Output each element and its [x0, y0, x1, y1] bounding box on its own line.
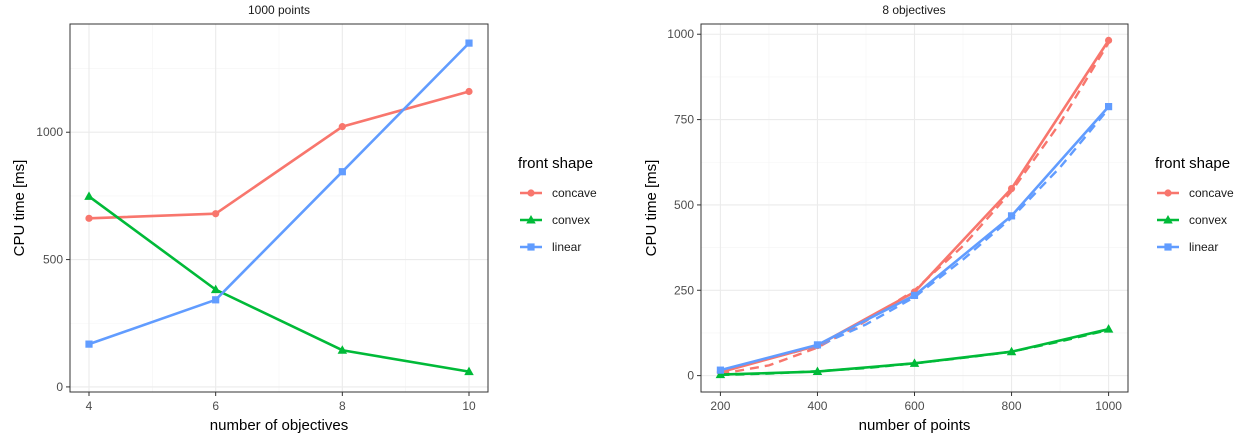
y-tick-label: 1000 — [667, 27, 694, 41]
x-tick-label: 10 — [462, 399, 476, 413]
data-point-convex — [1006, 346, 1017, 356]
plot-area-border — [69, 23, 489, 393]
data-point-convex — [464, 366, 474, 376]
data-point-linear — [813, 341, 822, 349]
data-point-convex — [1103, 324, 1114, 333]
legend-label-linear: linear — [552, 240, 581, 254]
chart-panel-1: 4 6 8 10 0 500 1000 1000 points number of object… — [11, 3, 597, 434]
x-tick-label: 400 — [807, 399, 827, 413]
x-tick-label: 4 — [86, 399, 93, 413]
data-point-linear — [338, 168, 346, 176]
data-point-convex — [715, 369, 726, 379]
legend-title: front shape — [518, 155, 593, 172]
y-axis-title: CPU time [ms] — [643, 160, 660, 257]
data-point-convex — [337, 345, 348, 354]
data-point-convex — [812, 366, 823, 376]
data-point-convex — [909, 358, 920, 367]
data-point-linear — [212, 296, 220, 304]
data-point-linear — [1007, 212, 1016, 220]
legend-label-linear: linear — [1189, 240, 1218, 254]
data-point-concave — [85, 214, 93, 222]
legend-key-marker-convex — [1163, 215, 1173, 224]
legend-key-marker-convex — [526, 215, 536, 224]
panel-title: 1000 points — [248, 3, 310, 17]
x-tick-label: 800 — [1002, 399, 1022, 413]
data-point-linear — [716, 366, 725, 374]
x-tick-label: 1000 — [1095, 399, 1122, 413]
y-tick-label: 250 — [674, 283, 694, 297]
legend-key-marker-linear — [527, 243, 535, 251]
legend-key-marker-concave — [1164, 189, 1172, 197]
data-point-concave — [1007, 184, 1016, 193]
legend-key-marker-concave — [527, 189, 535, 197]
chart-panel-2: 200 400 600 800 1000 0 250 500 750 1000 8 objectiv… — [643, 3, 1234, 434]
data-point-concave — [212, 210, 220, 218]
series-line-linear — [88, 42, 470, 346]
data-point-linear — [1104, 103, 1113, 111]
series-line-convex — [88, 195, 470, 373]
y-tick-label: 1000 — [36, 125, 63, 139]
data-point-concave — [338, 123, 346, 131]
legend-label-concave: concave — [552, 186, 597, 200]
legend-key-marker-linear — [1164, 243, 1172, 251]
panel-title: 8 objectives — [882, 3, 945, 17]
data-point-linear — [910, 291, 919, 299]
x-axis-title: number of points — [859, 417, 971, 434]
x-tick-label: 200 — [710, 399, 730, 413]
data-point-convex — [84, 191, 94, 200]
y-tick-label: 750 — [674, 113, 694, 127]
y-tick-label: 0 — [687, 369, 694, 383]
legend-label-convex: convex — [1189, 213, 1227, 227]
data-point-concave — [465, 87, 473, 96]
data-point-convex — [210, 284, 221, 294]
data-point-linear — [465, 39, 473, 47]
legend-label-convex: convex — [552, 213, 590, 227]
x-axis-title: number of objectives — [210, 417, 348, 434]
data-point-linear — [85, 340, 93, 348]
y-tick-label: 500 — [43, 253, 63, 267]
x-tick-label: 8 — [339, 399, 346, 413]
y-axis-title: CPU time [ms] — [11, 160, 28, 257]
data-point-concave — [1104, 36, 1113, 44]
x-tick-label: 6 — [212, 399, 219, 413]
legend: front shape concave convex linear — [518, 155, 597, 254]
legend-title: front shape — [1155, 155, 1230, 172]
y-tick-label: 500 — [674, 198, 694, 212]
x-tick-label: 600 — [904, 399, 924, 413]
legend: front shape concave convex linear — [1155, 155, 1234, 254]
legend-label-concave: concave — [1189, 186, 1234, 200]
y-tick-label: 0 — [56, 380, 63, 394]
